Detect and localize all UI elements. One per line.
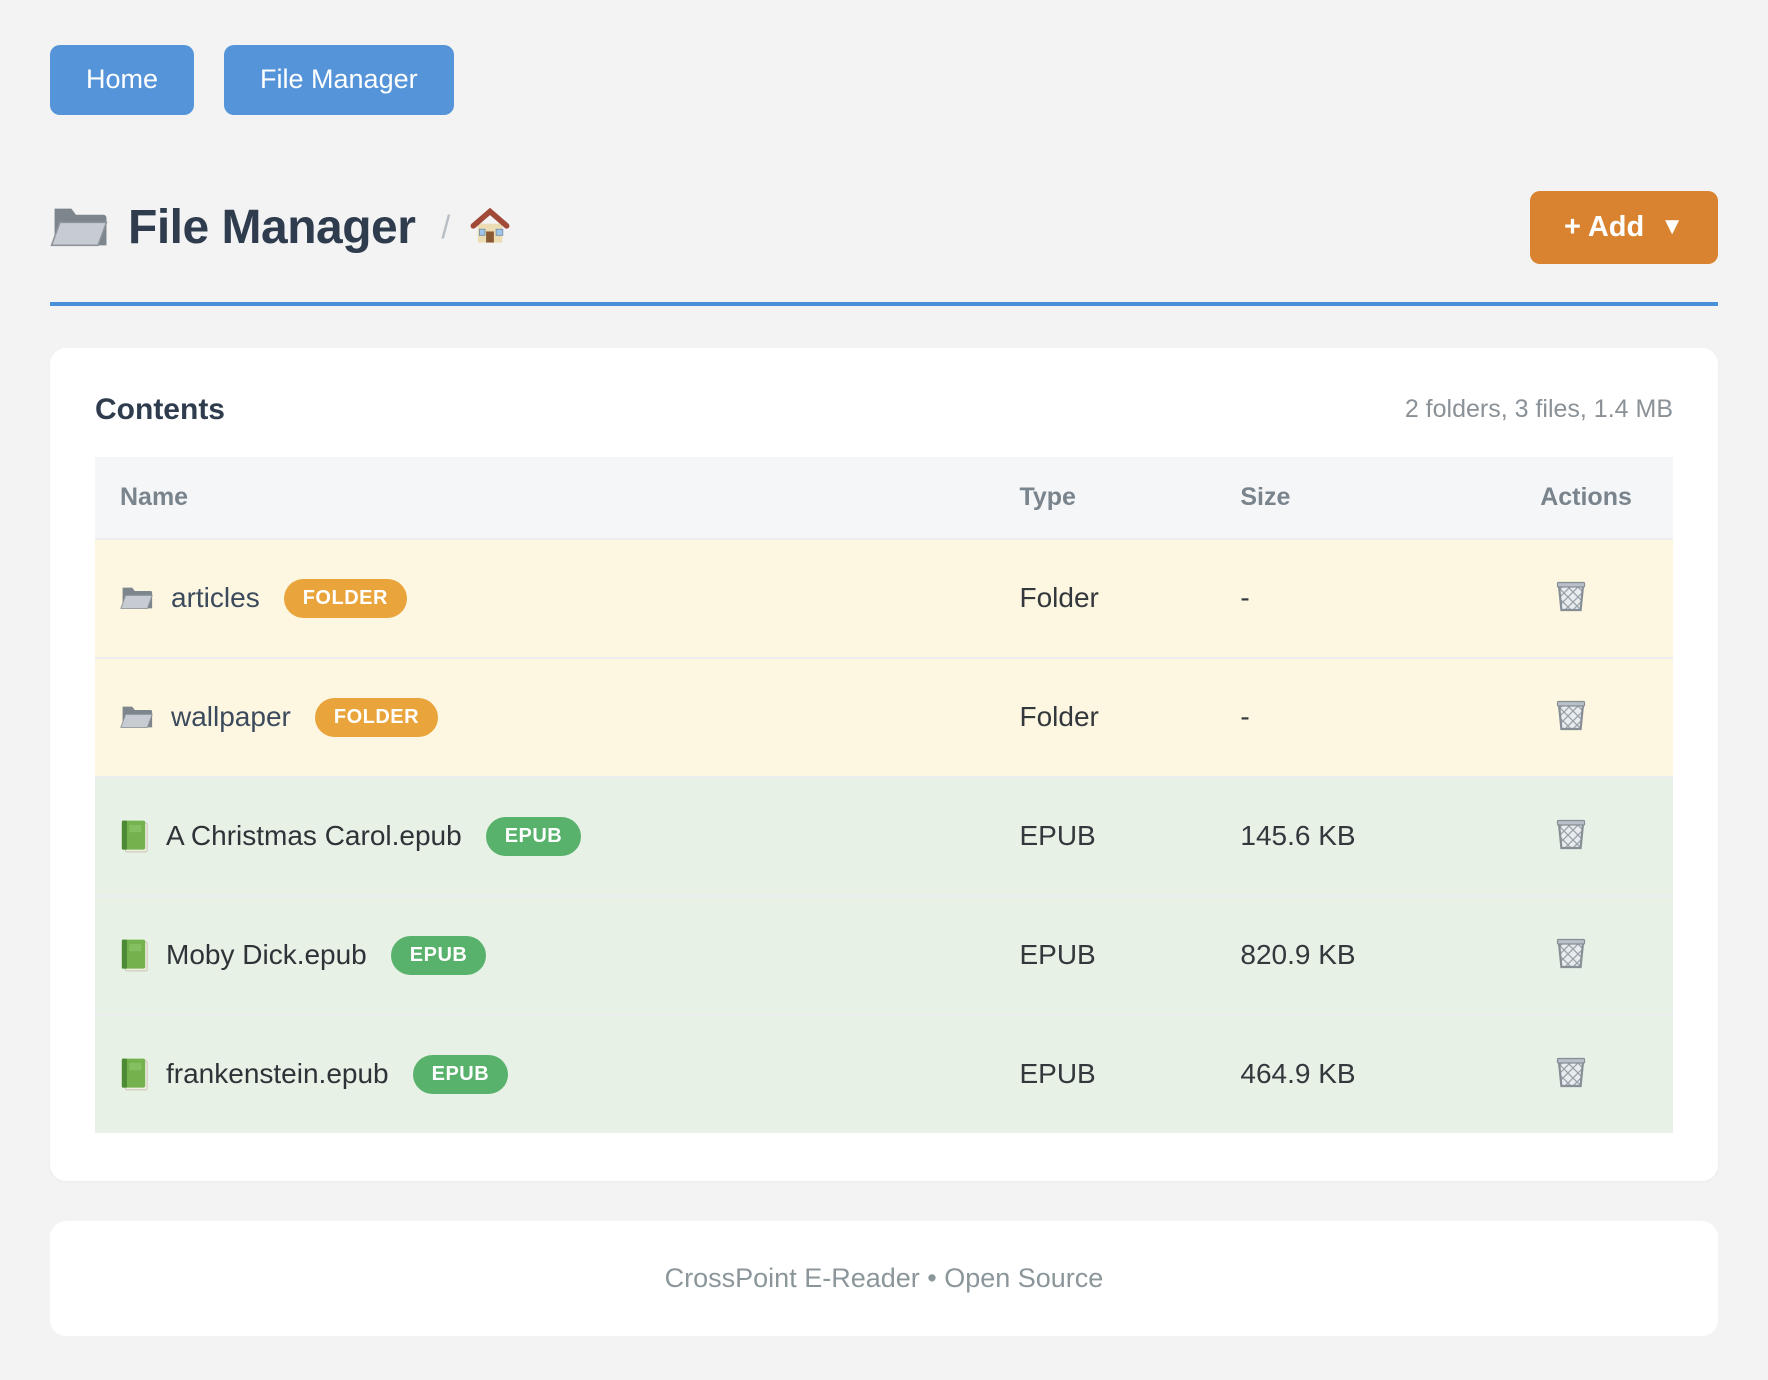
trash-icon	[1554, 696, 1588, 732]
breadcrumb-separator: /	[441, 208, 450, 245]
folder-icon	[50, 202, 108, 252]
entry-badge: EPUB	[412, 1054, 509, 1094]
cell-type: EPUB	[994, 894, 1216, 1015]
cell-size: 820.9 KB	[1215, 894, 1516, 1015]
footer: CrossPoint E-Reader • Open Source	[50, 1220, 1718, 1336]
table-row: wallpaper FOLDER Folder -	[95, 656, 1673, 777]
contents-summary: 2 folders, 3 files, 1.4 MB	[1404, 395, 1673, 424]
add-button[interactable]: + Add ▼	[1529, 190, 1718, 264]
contents-heading: Contents	[95, 392, 225, 426]
delete-button[interactable]	[1554, 815, 1588, 851]
page: Home File Manager File Manager /	[50, 45, 1718, 1336]
cell-size: -	[1215, 656, 1516, 777]
footer-text: CrossPoint E-Reader • Open Source	[664, 1262, 1104, 1293]
cell-size: 464.9 KB	[1215, 1013, 1516, 1133]
entry-name[interactable]: A Christmas Carol.epub	[166, 820, 462, 852]
cell-type: Folder	[994, 656, 1216, 777]
book-icon	[120, 820, 148, 853]
page-header: File Manager / + Add ▼	[50, 190, 1718, 264]
contents-card: Contents 2 folders, 3 files, 1.4 MB Name…	[50, 347, 1718, 1181]
page-title-text: File Manager	[128, 200, 416, 254]
entry-badge: EPUB	[390, 935, 487, 975]
trash-icon	[1554, 577, 1588, 613]
folder-icon	[120, 584, 153, 612]
column-header-actions: Actions	[1515, 456, 1673, 539]
home-button[interactable]: Home	[50, 45, 195, 115]
page-title: File Manager /	[50, 200, 510, 255]
cell-size: -	[1215, 537, 1516, 658]
house-icon[interactable]	[470, 208, 510, 246]
trash-icon	[1554, 815, 1588, 851]
caret-down-icon: ▼	[1660, 213, 1684, 241]
table-body: articles FOLDER Folder -	[95, 537, 1673, 1133]
trash-icon	[1554, 1053, 1588, 1089]
column-header-type: Type	[994, 456, 1216, 539]
cell-type: EPUB	[994, 775, 1216, 896]
delete-button[interactable]	[1554, 1053, 1588, 1089]
file-table: Name Type Size Actions	[95, 456, 1673, 1133]
delete-button[interactable]	[1554, 696, 1588, 732]
column-header-size: Size	[1215, 456, 1516, 539]
entry-badge: FOLDER	[283, 578, 407, 618]
cell-size: 145.6 KB	[1215, 775, 1516, 896]
folder-icon	[120, 703, 153, 731]
entry-name[interactable]: frankenstein.epub	[166, 1058, 389, 1090]
entry-name[interactable]: Moby Dick.epub	[166, 939, 367, 971]
entry-name[interactable]: wallpaper	[171, 701, 291, 733]
delete-button[interactable]	[1554, 577, 1588, 613]
table-row: Moby Dick.epub EPUB EPUB 820.9 KB	[95, 894, 1673, 1015]
book-icon	[120, 1058, 148, 1091]
delete-button[interactable]	[1554, 934, 1588, 970]
table-row: A Christmas Carol.epub EPUB EPUB 145.6 K…	[95, 775, 1673, 896]
table-row: articles FOLDER Folder -	[95, 537, 1673, 658]
cell-type: EPUB	[994, 1013, 1216, 1133]
table-row: frankenstein.epub EPUB EPUB 464.9 KB	[95, 1013, 1673, 1133]
trash-icon	[1554, 934, 1588, 970]
top-nav: Home File Manager	[50, 45, 1718, 115]
title-underline	[50, 301, 1718, 306]
add-button-label: + Add	[1563, 210, 1645, 243]
table-header-row: Name Type Size Actions	[95, 456, 1673, 539]
entry-badge: EPUB	[485, 816, 582, 856]
file-manager-button[interactable]: File Manager	[224, 45, 454, 115]
cell-type: Folder	[994, 537, 1216, 658]
entry-badge: FOLDER	[314, 697, 439, 737]
column-header-name: Name	[95, 456, 995, 539]
entry-name[interactable]: articles	[171, 582, 260, 614]
book-icon	[120, 939, 148, 972]
